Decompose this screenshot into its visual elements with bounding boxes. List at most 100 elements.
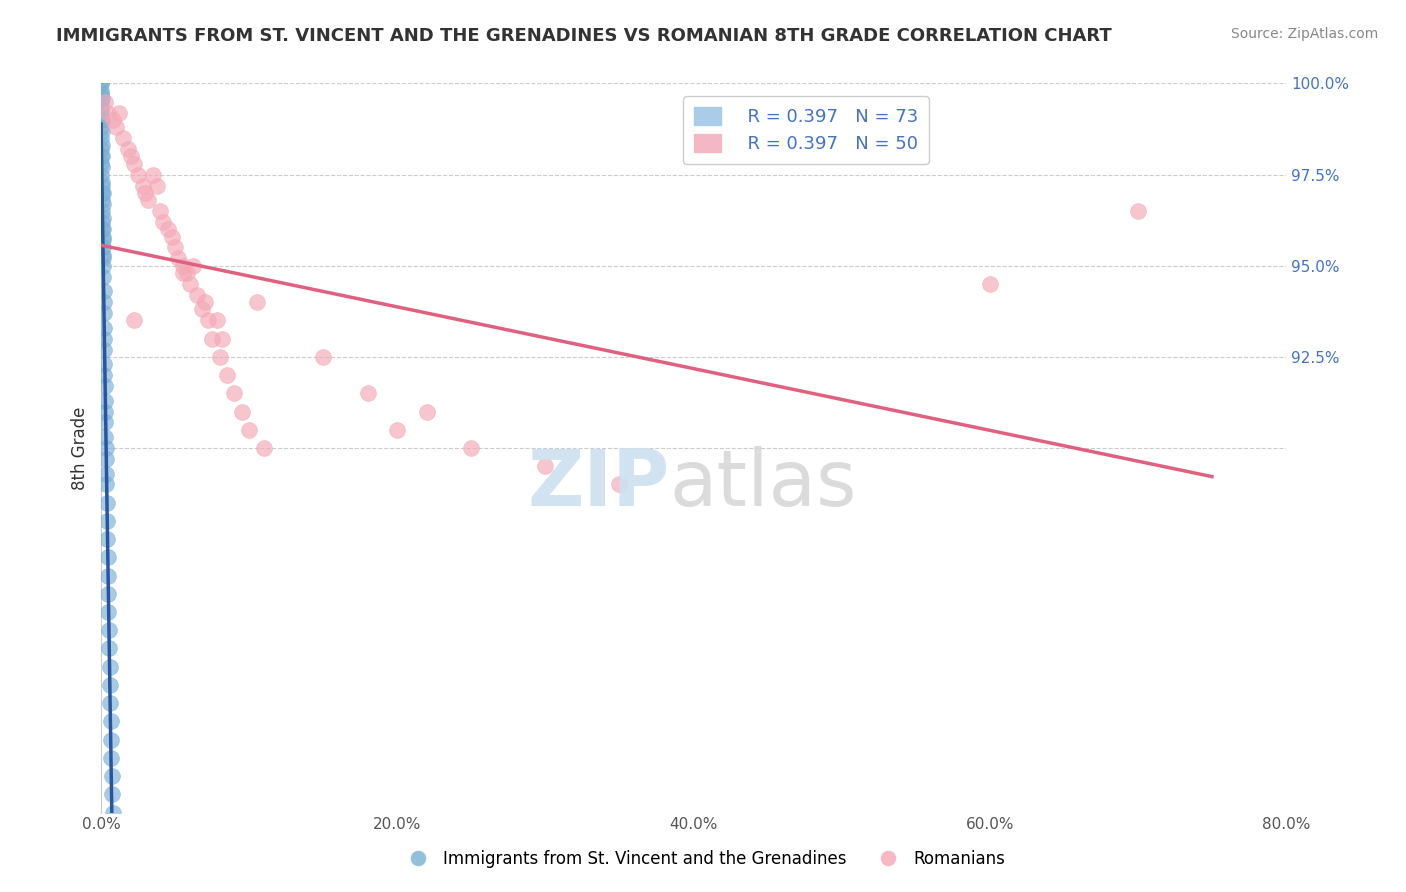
Point <box>238 423 260 437</box>
Point <box>94 430 117 444</box>
Point <box>609 477 631 491</box>
Point <box>90 87 112 102</box>
Legend: Immigrants from St. Vincent and the Grenadines, Romanians: Immigrants from St. Vincent and the Gren… <box>395 844 1011 875</box>
Point <box>131 178 153 193</box>
Point <box>91 240 114 254</box>
Point <box>91 175 114 189</box>
Point <box>146 178 169 193</box>
Text: IMMIGRANTS FROM ST. VINCENT AND THE GRENADINES VS ROMANIAN 8TH GRADE CORRELATION: IMMIGRANTS FROM ST. VINCENT AND THE GREN… <box>56 27 1112 45</box>
Point <box>97 624 120 638</box>
Point <box>90 95 112 109</box>
Point <box>90 204 112 219</box>
Point <box>181 259 204 273</box>
Point <box>93 368 115 382</box>
Y-axis label: 8th Grade: 8th Grade <box>72 406 89 490</box>
Point <box>90 102 112 116</box>
Point <box>90 77 112 91</box>
Point <box>142 168 165 182</box>
Point <box>94 95 117 109</box>
Point <box>534 459 557 474</box>
Point <box>91 222 114 236</box>
Point <box>90 156 112 170</box>
Point <box>90 149 112 163</box>
Point <box>93 332 115 346</box>
Point <box>90 186 112 200</box>
Point <box>97 587 120 601</box>
Point <box>112 131 135 145</box>
Point <box>312 350 335 364</box>
Point <box>176 266 198 280</box>
Point <box>100 732 122 747</box>
Point <box>211 332 233 346</box>
Point <box>91 211 114 226</box>
Point <box>90 193 112 207</box>
Point <box>460 441 482 455</box>
Point <box>91 229 114 244</box>
Point <box>91 259 114 273</box>
Point <box>231 404 253 418</box>
Point <box>215 368 238 382</box>
Point <box>91 233 114 247</box>
Point <box>165 240 187 254</box>
Point <box>94 451 117 466</box>
Point <box>138 193 160 207</box>
Point <box>179 277 201 291</box>
Point <box>149 204 172 219</box>
Point <box>979 277 1001 291</box>
Point <box>108 105 131 120</box>
Point <box>90 120 112 135</box>
Point <box>172 259 194 273</box>
Point <box>96 532 118 546</box>
Point <box>134 186 156 200</box>
Point <box>186 288 208 302</box>
Point <box>91 149 114 163</box>
Point <box>90 131 112 145</box>
Point <box>93 306 115 320</box>
Point <box>97 105 120 120</box>
Point <box>93 269 115 284</box>
Point <box>156 222 179 236</box>
Point <box>94 379 117 393</box>
Point <box>127 168 149 182</box>
Point <box>91 215 114 229</box>
Point <box>100 714 122 729</box>
Point <box>91 252 114 266</box>
Text: atlas: atlas <box>669 446 858 523</box>
Point <box>152 215 174 229</box>
Point <box>93 343 115 357</box>
Point <box>90 91 112 105</box>
Point <box>97 550 120 565</box>
Point <box>91 222 114 236</box>
Point <box>97 605 120 619</box>
Point <box>91 161 114 175</box>
Point <box>194 295 217 310</box>
Point <box>98 659 121 673</box>
Point <box>101 112 124 127</box>
Point <box>93 357 115 371</box>
Text: Source: ZipAtlas.com: Source: ZipAtlas.com <box>1230 27 1378 41</box>
Point <box>90 84 112 98</box>
Point <box>160 229 183 244</box>
Point <box>90 142 112 156</box>
Point <box>97 568 120 582</box>
Point <box>98 678 121 692</box>
Point <box>93 295 115 310</box>
Point <box>94 416 117 430</box>
Point <box>208 350 231 364</box>
Point <box>1126 204 1149 219</box>
Point <box>253 441 276 455</box>
Point <box>122 313 145 327</box>
Point <box>90 124 112 138</box>
Point <box>94 404 117 418</box>
Point <box>191 302 214 317</box>
Legend:   R = 0.397   N = 73,   R = 0.397   N = 50: R = 0.397 N = 73, R = 0.397 N = 50 <box>683 96 929 164</box>
Point <box>101 805 124 820</box>
Point <box>91 196 114 211</box>
Point <box>90 138 112 153</box>
Point <box>96 496 118 510</box>
Point <box>91 248 114 262</box>
Point <box>94 393 117 408</box>
Point <box>91 186 114 200</box>
Point <box>101 787 124 801</box>
Point <box>100 751 122 765</box>
